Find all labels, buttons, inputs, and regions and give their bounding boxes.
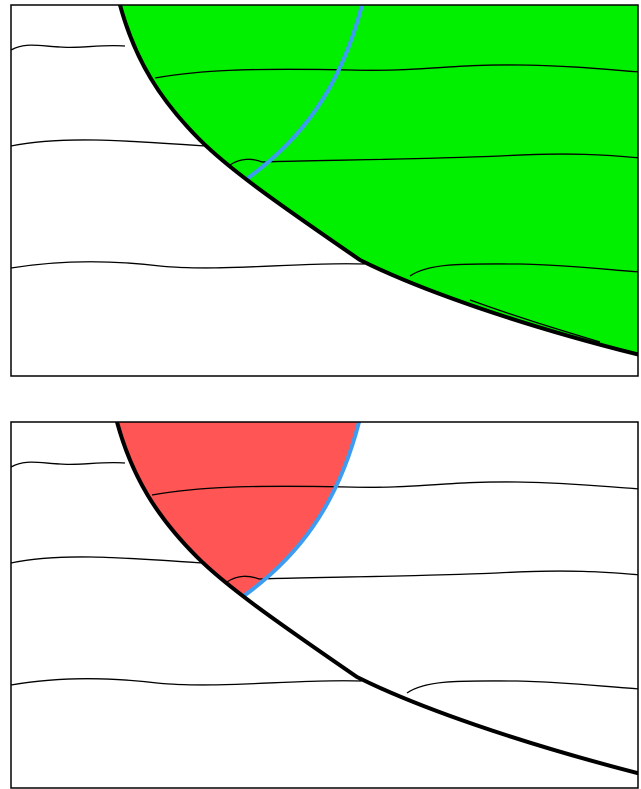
page: (() => { const data = JSON.parse(documen… bbox=[0, 0, 641, 789]
horizon bbox=[227, 571, 641, 582]
horizon bbox=[11, 45, 125, 50]
top-panel bbox=[11, 5, 640, 355]
horizon bbox=[407, 681, 641, 693]
bottom-panel bbox=[11, 422, 641, 774]
horizon bbox=[11, 262, 365, 268]
diagram bbox=[0, 0, 641, 789]
horizon bbox=[11, 679, 362, 685]
horizon bbox=[11, 557, 202, 563]
horizon bbox=[11, 462, 125, 467]
green-region bbox=[120, 5, 640, 355]
horizon bbox=[11, 140, 205, 146]
